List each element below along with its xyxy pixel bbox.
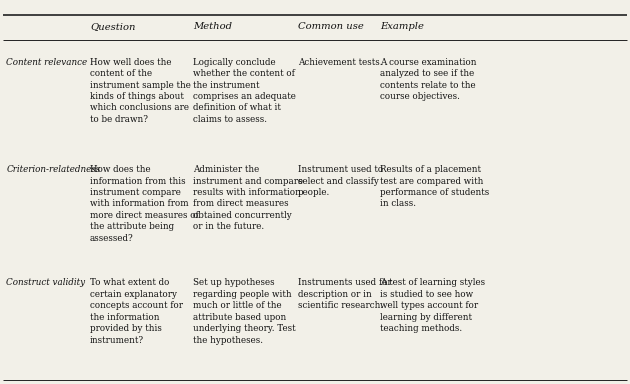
Text: Content relevance: Content relevance [6,58,88,66]
Text: How well does the
content of the
instrument sample the
kinds of things about
whi: How well does the content of the instrum… [90,58,191,124]
Text: Criterion-relatedness: Criterion-relatedness [6,165,101,174]
Text: Achievement tests.: Achievement tests. [298,58,382,66]
Text: A test of learning styles
is studied to see how
well types account for
learning : A test of learning styles is studied to … [380,278,485,333]
Text: Method: Method [193,22,232,31]
Text: Instrument used to
select and classify
people.: Instrument used to select and classify p… [298,165,383,197]
Text: Instruments used for
description or in
scientific research.: Instruments used for description or in s… [298,278,392,310]
Text: A course examination
analyzed to see if the
contents relate to the
course object: A course examination analyzed to see if … [380,58,476,101]
Text: Common use: Common use [298,22,364,31]
Text: Administer the
instrument and compare
results with information
from direct measu: Administer the instrument and compare re… [193,165,304,232]
Text: Logically conclude
whether the content of
the instrument
comprises an adequate
d: Logically conclude whether the content o… [193,58,296,124]
Text: To what extent do
certain explanatory
concepts account for
the information
provi: To what extent do certain explanatory co… [90,278,183,345]
Text: Results of a placement
test are compared with
performance of students
in class.: Results of a placement test are compared… [380,165,489,209]
Text: Set up hypotheses
regarding people with
much or little of the
attribute based up: Set up hypotheses regarding people with … [193,278,296,345]
Text: Question: Question [90,22,135,31]
Text: Construct validity: Construct validity [6,278,86,287]
Text: Example: Example [380,22,424,31]
Text: How does the
information from this
instrument compare
with information from
more: How does the information from this instr… [90,165,199,243]
